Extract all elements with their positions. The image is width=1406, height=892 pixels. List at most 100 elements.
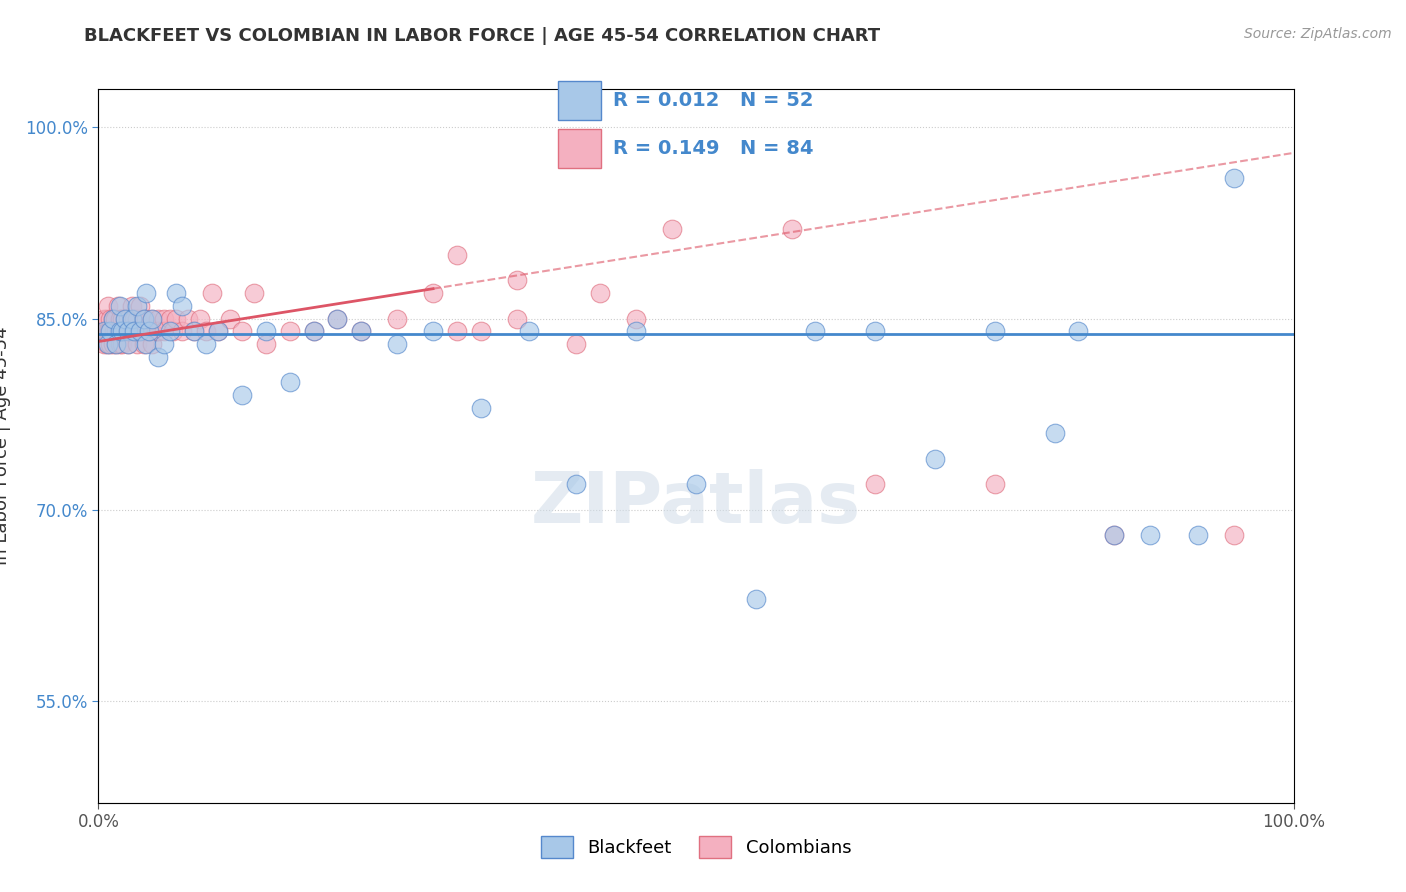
Point [243,286,266,301]
Point [804,324,827,338]
Point [685,477,707,491]
Point [111,337,134,351]
FancyBboxPatch shape [558,129,600,168]
Point [132,337,155,351]
Point [107,299,129,313]
Text: R = 0.012: R = 0.012 [613,91,720,110]
Point [188,311,211,326]
Point [350,324,373,338]
Point [96,337,118,351]
Point [108,337,131,351]
Point [1104,528,1126,542]
Point [195,324,218,338]
Point [125,311,148,326]
Point [626,324,648,338]
Point [153,311,176,326]
Point [422,324,444,338]
Point [984,477,1007,491]
Text: BLACKFEET VS COLOMBIAN IN LABOR FORCE | AGE 45-54 CORRELATION CHART: BLACKFEET VS COLOMBIAN IN LABOR FORCE | … [84,27,880,45]
Point [114,311,136,326]
Point [104,311,127,326]
Point [165,311,187,326]
Point [148,324,170,338]
Point [108,324,131,338]
Point [159,324,181,338]
Point [745,591,768,606]
Point [111,311,134,326]
Point [385,337,409,351]
Point [98,311,122,326]
Point [111,324,134,338]
Point [661,222,683,236]
Point [125,299,148,313]
Point [565,337,588,351]
Point [135,337,157,351]
Point [103,324,125,338]
Point [195,337,218,351]
Point [1139,528,1161,542]
Point [446,324,468,338]
Text: N = 84: N = 84 [740,139,814,158]
Point [101,311,124,326]
Point [117,337,139,351]
Point [101,337,124,351]
Text: R = 0.149: R = 0.149 [613,139,720,158]
Point [1187,528,1209,542]
Point [172,324,194,338]
Point [231,388,253,402]
Y-axis label: In Labor Force | Age 45-54: In Labor Force | Age 45-54 [0,326,11,566]
Point [470,401,492,415]
Point [97,324,120,338]
Point [98,324,122,338]
Point [108,311,131,326]
Point [207,324,229,338]
Point [132,311,155,326]
Point [1067,324,1090,338]
Point [506,311,529,326]
Point [446,248,468,262]
Point [105,337,128,351]
Point [138,324,160,338]
Point [135,324,157,338]
Point [1043,426,1066,441]
Point [326,311,349,326]
Point [98,324,122,338]
Point [135,311,157,326]
Point [114,324,136,338]
Point [121,324,143,338]
Point [201,286,224,301]
Point [153,337,176,351]
Point [183,324,205,338]
Text: Source: ZipAtlas.com: Source: ZipAtlas.com [1244,27,1392,41]
Point [302,324,325,338]
Point [1223,171,1246,186]
Point [219,311,242,326]
Point [124,324,146,338]
Point [114,311,136,326]
Point [172,299,194,313]
Point [141,337,163,351]
Point [96,311,118,326]
Point [207,324,229,338]
Point [1223,528,1246,542]
Point [183,324,205,338]
Point [589,286,612,301]
Point [110,324,132,338]
Point [93,337,115,351]
Legend: Blackfeet, Colombians: Blackfeet, Colombians [533,829,859,865]
Point [97,337,120,351]
Point [278,324,301,338]
Point [128,324,150,338]
Point [470,324,492,338]
Point [153,324,176,338]
Text: N = 52: N = 52 [740,91,814,110]
Point [254,337,277,351]
Point [924,451,946,466]
Point [350,324,373,338]
Point [98,324,121,338]
Point [177,311,200,326]
Point [254,324,277,338]
Point [302,324,325,338]
Point [162,324,184,338]
Point [1104,528,1126,542]
